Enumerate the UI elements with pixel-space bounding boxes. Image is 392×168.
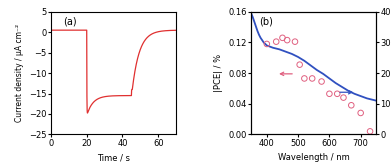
Text: (b): (b) (259, 17, 272, 27)
Point (264, 43, 270, 45)
Y-axis label: |PCE| / %: |PCE| / % (214, 54, 223, 92)
Point (358, 112, 364, 114)
Point (273, 40, 279, 43)
Point (334, 92, 340, 95)
Point (296, 63, 303, 66)
Point (301, 77, 307, 80)
X-axis label: Time / s: Time / s (97, 153, 130, 162)
Text: (a): (a) (64, 17, 77, 27)
Point (284, 39, 290, 41)
Point (340, 96, 347, 99)
Y-axis label: Current density / μA cm⁻²: Current density / μA cm⁻² (15, 24, 24, 122)
Point (292, 40, 298, 43)
Point (309, 77, 315, 80)
Point (348, 104, 354, 107)
Point (279, 36, 286, 39)
X-axis label: Wavelength / nm: Wavelength / nm (278, 153, 350, 162)
Point (367, 130, 373, 133)
Point (326, 92, 332, 95)
Point (318, 80, 325, 83)
